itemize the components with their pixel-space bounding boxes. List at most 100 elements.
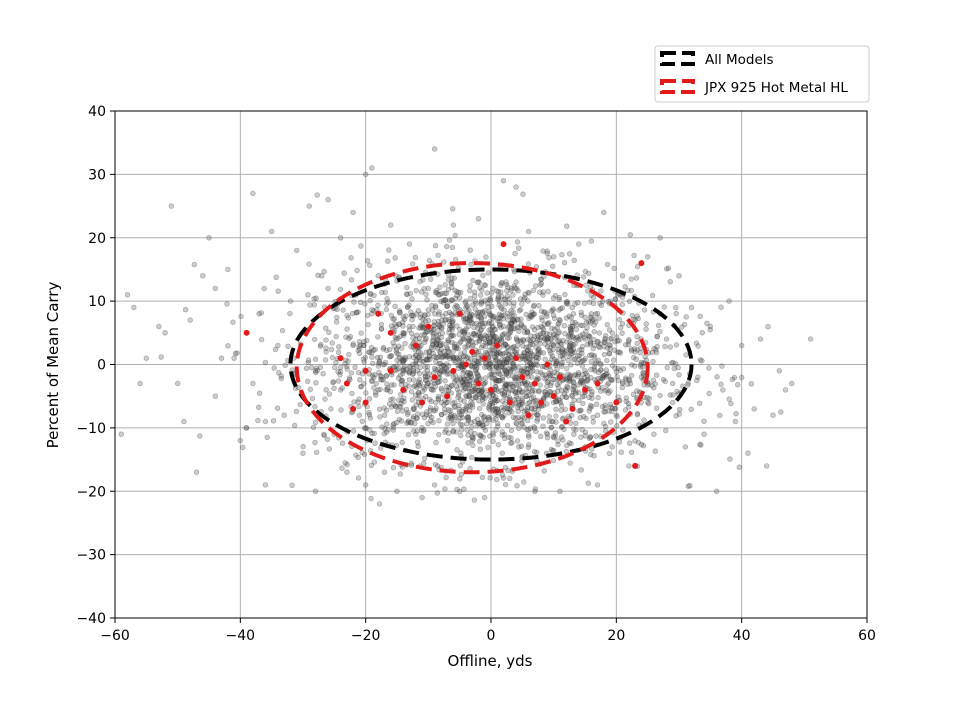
all-models-point bbox=[552, 292, 559, 299]
all-models-point bbox=[567, 460, 573, 466]
all-models-point bbox=[383, 373, 390, 379]
all-models-point bbox=[550, 419, 556, 425]
all-models-point bbox=[607, 419, 614, 425]
all-models-point bbox=[523, 356, 529, 362]
all-models-point bbox=[435, 379, 441, 386]
jpx-925-point bbox=[563, 418, 570, 425]
all-models-point bbox=[609, 330, 615, 336]
all-models-point bbox=[508, 435, 514, 441]
all-models-point bbox=[441, 402, 447, 408]
all-models-point bbox=[430, 334, 437, 340]
all-models-point bbox=[442, 297, 449, 303]
all-models-point bbox=[498, 324, 504, 331]
jpx-925-point bbox=[350, 405, 357, 412]
all-models-point bbox=[312, 419, 319, 425]
all-models-point bbox=[454, 377, 460, 383]
all-models-point bbox=[632, 349, 638, 355]
all-models-point bbox=[688, 304, 695, 311]
all-models-point bbox=[470, 320, 476, 326]
all-models-point bbox=[384, 387, 391, 393]
all-models-point bbox=[514, 370, 520, 376]
all-models-point bbox=[502, 296, 508, 302]
all-models-point bbox=[452, 399, 458, 405]
all-models-point bbox=[466, 336, 472, 342]
all-models-point bbox=[578, 467, 584, 473]
all-models-point bbox=[412, 254, 419, 261]
all-models-point bbox=[360, 356, 366, 362]
all-models-point bbox=[405, 432, 412, 438]
all-models-point bbox=[390, 422, 396, 428]
all-models-point bbox=[506, 410, 512, 416]
all-models-point bbox=[697, 357, 704, 363]
all-models-point bbox=[400, 319, 406, 325]
all-models-point bbox=[578, 434, 584, 440]
all-models-point bbox=[505, 406, 511, 412]
all-models-point bbox=[395, 375, 402, 381]
legend: All Models JPX 925 Hot Metal HL bbox=[654, 45, 870, 103]
all-models-point bbox=[380, 361, 386, 368]
all-models-point bbox=[480, 394, 486, 400]
all-models-point bbox=[526, 385, 532, 392]
all-models-point bbox=[437, 284, 443, 290]
all-models-point bbox=[423, 377, 429, 384]
all-models-point bbox=[432, 311, 438, 317]
all-models-point bbox=[510, 292, 516, 298]
all-models-point bbox=[586, 408, 592, 414]
all-models-point bbox=[571, 426, 577, 432]
all-models-point bbox=[566, 440, 573, 446]
all-models-point bbox=[503, 342, 509, 348]
all-models-point bbox=[499, 472, 506, 478]
all-models-point bbox=[521, 296, 527, 302]
all-models-point bbox=[613, 334, 620, 340]
all-models-point bbox=[534, 449, 540, 456]
all-models-point bbox=[324, 436, 331, 443]
all-models-point bbox=[577, 415, 583, 421]
all-models-point bbox=[428, 382, 434, 389]
all-models-point bbox=[525, 366, 531, 372]
jpx-925-point bbox=[582, 386, 588, 393]
all-models-point bbox=[591, 363, 597, 370]
all-models-point bbox=[464, 344, 470, 350]
all-models-point bbox=[644, 254, 651, 260]
all-models-point bbox=[524, 358, 530, 364]
all-models-point bbox=[500, 323, 507, 330]
all-models-point bbox=[474, 392, 481, 399]
all-models-point bbox=[412, 361, 419, 367]
all-models-point bbox=[566, 376, 573, 382]
all-models-point bbox=[414, 439, 421, 445]
all-models-point bbox=[300, 450, 306, 456]
all-models-point bbox=[653, 405, 660, 411]
all-models-point bbox=[398, 381, 405, 388]
all-models-point bbox=[508, 308, 514, 314]
all-models-point bbox=[468, 320, 474, 326]
all-models-point bbox=[410, 261, 416, 267]
all-models-point bbox=[507, 407, 513, 413]
all-models-point bbox=[368, 344, 375, 351]
all-models-point bbox=[727, 456, 733, 462]
all-models-point bbox=[619, 273, 626, 279]
all-models-point bbox=[516, 364, 522, 371]
all-models-point bbox=[641, 307, 648, 313]
all-models-point bbox=[322, 357, 329, 363]
all-models-point bbox=[631, 363, 638, 369]
jpx-925-point bbox=[419, 399, 426, 406]
all-models-point bbox=[654, 333, 660, 340]
all-models-point bbox=[363, 482, 369, 488]
all-models-point bbox=[474, 370, 480, 376]
all-models-point bbox=[311, 336, 318, 343]
all-models-point bbox=[332, 364, 338, 371]
all-models-point bbox=[430, 387, 437, 393]
all-models-point bbox=[398, 400, 404, 407]
all-models-point bbox=[488, 313, 495, 319]
all-models-point bbox=[375, 302, 381, 308]
all-models-point bbox=[330, 379, 337, 385]
all-models-point bbox=[490, 314, 496, 320]
all-models-point bbox=[513, 420, 519, 426]
all-models-point bbox=[502, 301, 508, 307]
all-models-point bbox=[436, 323, 443, 330]
all-models-point bbox=[675, 365, 681, 371]
jpx-925-point bbox=[538, 399, 545, 406]
all-models-point bbox=[464, 355, 470, 362]
